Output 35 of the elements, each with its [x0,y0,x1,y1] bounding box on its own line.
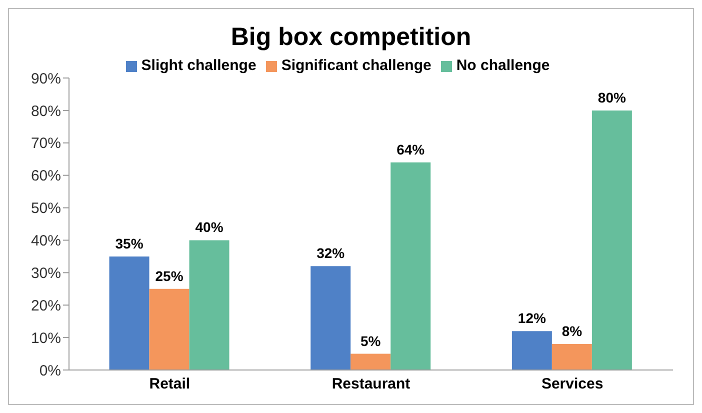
bar [149,288,190,370]
x-tick-label: Services [541,376,604,393]
x-tick-label: Restaurant [332,376,410,393]
x-tick-label: Retail [149,376,190,393]
bar [109,256,150,370]
y-tick-label: 30% [30,264,61,282]
y-tick-label: 90% [30,70,61,88]
data-label: 12% [518,310,546,326]
y-tick-label: 40% [30,232,61,250]
bar [390,162,431,370]
bar [350,354,391,370]
data-label: 8% [562,323,583,340]
y-tick-label: 20% [30,297,61,314]
data-label: 32% [316,245,346,262]
y-tick-label: 0% [39,362,61,380]
legend-label: Significant challenge [281,57,432,74]
y-tick-label: 50% [30,200,61,218]
y-tick-label: 70% [30,135,61,152]
y-tick-label: 10% [30,330,61,347]
data-label: 80% [598,89,626,106]
legend-label: Slight challenge [141,57,256,74]
chart-title: Big box competition [230,23,472,53]
y-tick-label: 80% [30,102,61,120]
data-label: 35% [115,235,144,252]
data-label: 5% [360,332,382,349]
data-label: 64% [396,141,426,158]
bar [592,110,632,370]
data-label: 25% [155,268,184,284]
bar [552,344,592,370]
data-label: 40% [195,219,224,236]
bar [512,331,552,370]
legend-label: No challenge [456,57,550,74]
y-tick-label: 60% [30,168,61,185]
bar [189,240,230,370]
bar [310,266,351,370]
